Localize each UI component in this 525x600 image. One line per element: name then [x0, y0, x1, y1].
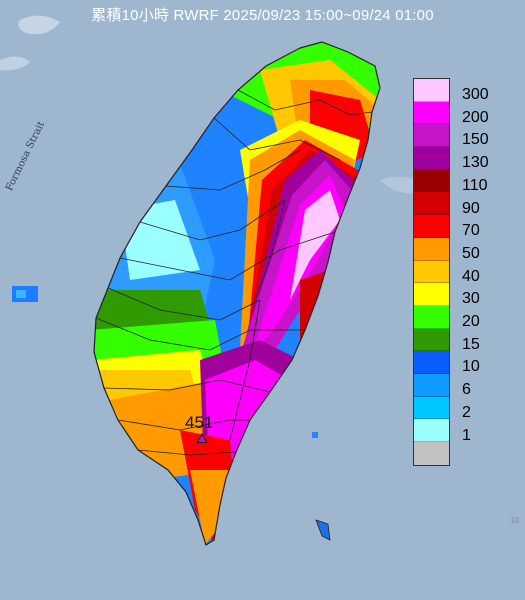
max-rainfall-value: 451 [185, 413, 214, 432]
legend-label: 10 [462, 358, 480, 376]
legend-swatch [414, 101, 449, 125]
legend-label: 2 [462, 403, 471, 421]
legend-label: 15 [462, 335, 480, 353]
corner-mark: 10 [510, 516, 519, 525]
legend-swatch [414, 169, 449, 193]
legend-label: 300 [462, 86, 489, 103]
penghu-rain-core [16, 290, 26, 298]
legend-label: 150 [462, 131, 489, 149]
legend-swatch [414, 351, 449, 374]
legend-swatch [414, 442, 449, 465]
legend-label: 50 [462, 244, 480, 262]
legend-swatch [414, 124, 449, 148]
cloud-patch [18, 15, 60, 35]
legend-swatch [414, 419, 449, 442]
legend-swatch [414, 260, 449, 284]
map-title: 累積10小時 RWRF 2025/09/23 15:00~09/24 01:00 [91, 7, 434, 24]
cloud-patch [0, 56, 30, 71]
legend-label: 30 [462, 290, 480, 308]
rainfall-legend [413, 78, 450, 466]
legend-label: 20 [462, 313, 480, 330]
orchid-island [315, 519, 331, 541]
legend-swatch [414, 79, 449, 102]
legend-swatch [414, 283, 449, 306]
legend-label: 70 [462, 222, 480, 240]
legend-swatch [414, 147, 449, 170]
legend-label: 200 [462, 108, 489, 126]
legend-label: 40 [462, 267, 480, 285]
legend-label: 110 [462, 176, 488, 194]
legend-swatch [414, 192, 449, 216]
legend-label: 6 [462, 381, 471, 399]
legend-swatch [414, 305, 449, 329]
legend-swatch [414, 373, 449, 397]
legend-swatch [414, 396, 449, 420]
legend-label: 130 [462, 154, 489, 172]
legend-label: 90 [462, 199, 480, 217]
county-borders [95, 89, 373, 456]
max-rainfall-triangle-icon [196, 433, 208, 443]
legend-label: 1 [462, 426, 471, 444]
green-island [312, 432, 318, 438]
legend-swatch [414, 237, 449, 261]
taiwan-outline [93, 41, 381, 546]
legend-swatch [414, 328, 449, 352]
legend-swatch [414, 215, 449, 238]
